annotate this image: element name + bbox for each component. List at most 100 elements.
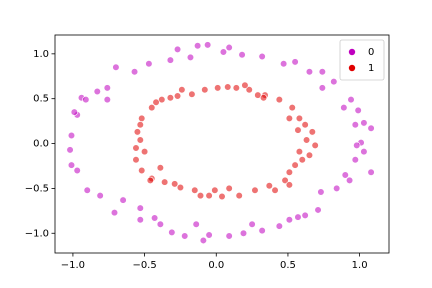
scatter-point [219,48,228,56]
scatter-point [161,178,169,186]
scatter-point [138,114,146,123]
scatter-point [248,220,256,228]
scatter-point [353,141,361,149]
scatter-point [360,119,368,127]
scatter-point [301,211,309,219]
scatter-point [340,104,348,112]
legend-label: 1 [368,63,374,74]
legend-box [339,39,385,81]
scatter-point [204,41,212,49]
scatter-point [254,91,262,99]
x-tick-label: 1.0 [352,260,368,271]
scatter-point [136,216,144,224]
scatter-point [110,209,119,217]
scatter-point [205,191,213,200]
scatter-point [136,204,144,212]
scatter-point [367,124,375,132]
y-tick-label: −0.5 [25,183,49,194]
x-tick-label: −1.0 [61,260,85,271]
y-tick-label: −1.0 [25,228,49,239]
scatter-point [67,161,76,169]
scatter-point [70,108,78,116]
scatter-point [281,176,289,184]
scatter-point [173,45,182,53]
scatter-point [341,171,349,179]
scatter-point [145,60,153,68]
scatter-point [166,94,174,102]
scatter-point [311,141,319,149]
scatter-point [136,136,144,144]
scatter-point [138,166,146,175]
scatter-point [333,184,341,193]
scatter-point [225,184,233,193]
scatter-point [288,104,296,112]
scatter-point [318,68,326,76]
scatter-point [133,128,142,136]
scatter-point [302,136,311,144]
scatter-point [132,156,140,164]
scatter-point [156,220,164,228]
scatter-point [152,98,160,106]
scatter-point [301,121,309,129]
scatter-point [173,92,182,100]
scatter-point [294,126,302,134]
scatter-point [201,86,209,94]
scatter-point [354,106,362,114]
scatter-point [192,220,200,228]
scatter-point [285,181,293,189]
y-tick-label: 1.0 [33,49,49,60]
legend-marker [348,48,356,56]
scatter-point [275,222,283,230]
scatter-point [360,148,368,156]
scatter-point [168,228,176,236]
scatter-point [93,87,101,96]
scatter-point [271,186,279,194]
scatter-point [265,182,273,190]
scatter-point [259,94,268,102]
scatter-point [73,166,81,175]
scatter-point [171,180,179,188]
scatter-point [305,151,314,159]
scatter-point [66,146,74,154]
legend: 01 [339,39,385,81]
scatter-point [211,186,219,194]
scatter-point [140,148,149,156]
scatter-point [176,183,185,192]
scatter-point [158,95,166,104]
scatter-point [83,186,91,194]
plot-frame [54,34,390,254]
scatter-point [156,164,164,172]
scatter-point [225,43,233,52]
scatter-point [166,56,174,64]
scatter-point [318,84,326,92]
scatter-point [298,156,306,164]
scatter-point [295,148,304,156]
legend-label: 0 [368,47,374,58]
scatter-point [112,63,120,71]
scatter-point [285,168,293,176]
scatter-point [224,83,232,91]
scatter-point [199,236,207,245]
scatter-point [351,121,359,129]
scatter-point [194,42,202,50]
y-tick-label: 0.0 [33,139,49,150]
scatter-point [291,58,299,66]
scatter-point [218,192,226,201]
scatter-point [238,51,246,59]
x-tick-label: −0.5 [132,260,156,271]
scatter-point [275,95,283,104]
scatter-point [136,121,144,129]
scatter-point [188,90,196,98]
scatter-point [295,114,304,123]
scatter-point [82,95,90,104]
scatter-point [285,114,293,123]
scatter-point [178,86,186,94]
y-tick-label: 0.5 [33,94,49,105]
scatter-point [294,213,302,221]
scatter-point [214,84,222,92]
scatter-point [130,68,139,76]
scatter-point [196,191,205,200]
scatter-point [305,68,314,76]
scatter-point [119,196,127,204]
